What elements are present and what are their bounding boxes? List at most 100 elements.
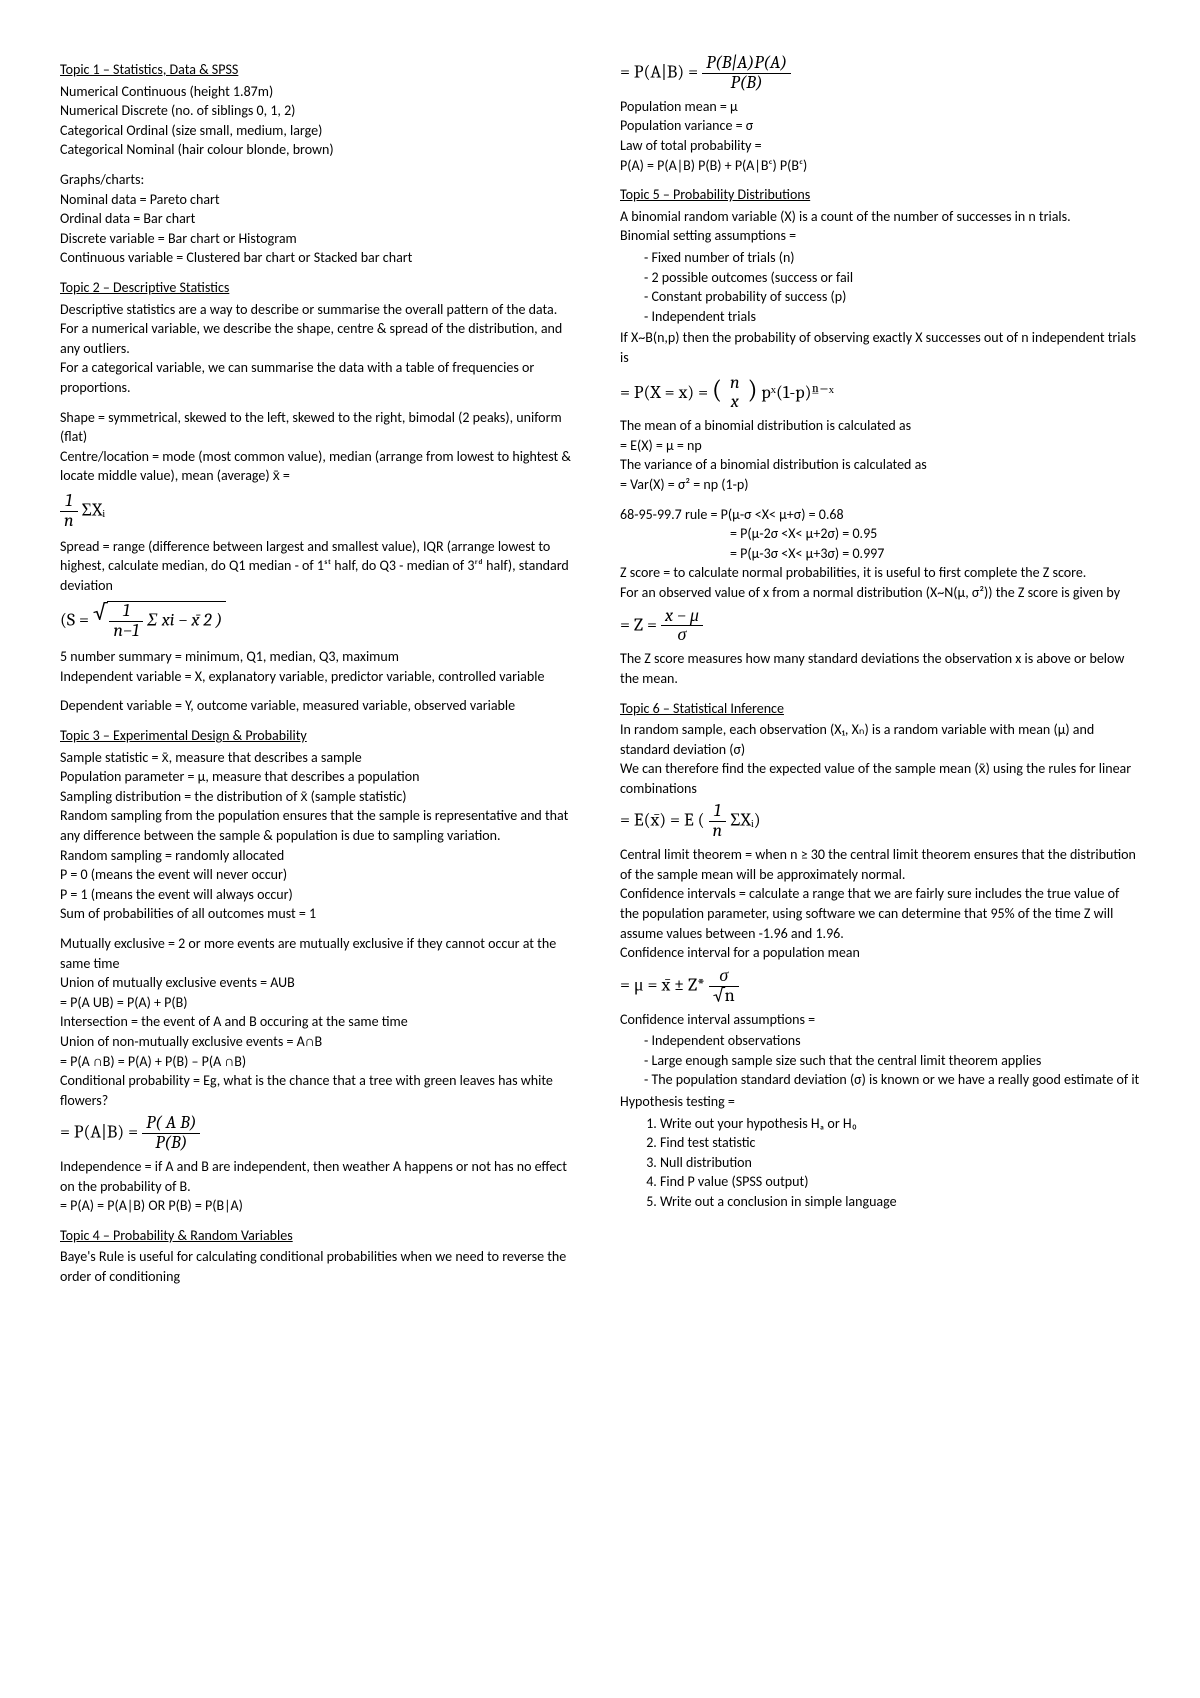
graphs-heading: Graphs/charts:	[60, 170, 580, 190]
text: 5 number summary = minimum, Q1, median, …	[60, 647, 580, 667]
list-item: Independent trials	[660, 307, 1140, 327]
mean-formula: 1n ΣXᵢ	[60, 492, 580, 531]
text: Independent variable = X, explanatory va…	[60, 667, 580, 687]
den: P(B)	[702, 74, 791, 93]
text: Conditional probability = Eg, what is th…	[60, 1071, 580, 1110]
tail: Σ xi − x̄ 2 )	[147, 610, 222, 631]
text: Numerical Discrete (no. of siblings 0, 1…	[60, 101, 580, 121]
tail: ΣXᵢ)	[730, 810, 761, 831]
text: Categorical Ordinal (size small, medium,…	[60, 121, 580, 141]
text: = P(A ∩B) = P(A) + P(B) – P(A ∩B)	[60, 1052, 580, 1072]
topic-4-heading: Topic 4 – Probability & Random Variables	[60, 1226, 580, 1246]
text: If X~B(n,p) then the probability of obse…	[620, 328, 1140, 367]
text: Random sampling = randomly allocated	[60, 846, 580, 866]
text: Law of total probability =	[620, 136, 1140, 156]
den: √n	[709, 987, 739, 1006]
hypothesis-steps: Write out your hypothesis Hₐ or H₀ Find …	[620, 1114, 1140, 1212]
den: n−1	[109, 622, 143, 641]
topic-6-heading: Topic 6 – Statistical Inference	[620, 699, 1140, 719]
text: Binomial setting assumptions =	[620, 226, 1140, 246]
list-item: 2 possible outcomes (success or fail	[660, 268, 1140, 288]
lead: = Z =	[620, 614, 661, 635]
text: P = 1 (means the event will always occur…	[60, 885, 580, 905]
text: For an observed value of x from a normal…	[620, 583, 1140, 603]
den: x	[726, 393, 744, 412]
list-item: Find P value (SPSS output)	[660, 1172, 1140, 1192]
text: The mean of a binomial distribution is c…	[620, 416, 1140, 436]
topic-5-heading: Topic 5 – Probability Distributions	[620, 185, 1140, 205]
text: Population mean = μ	[620, 97, 1140, 117]
text: Independence = if A and B are independen…	[60, 1157, 580, 1196]
text: We can therefore find the expected value…	[620, 759, 1140, 798]
lead: = P(A|B) =	[60, 1122, 142, 1143]
text: Union of mutually exclusive events = AUB	[60, 973, 580, 993]
num: σ	[709, 967, 739, 987]
den: P(B)	[142, 1134, 200, 1153]
text: A binomial random variable (X) is a coun…	[620, 207, 1140, 227]
text: Central limit theorem = when n ≥ 30 the …	[620, 845, 1140, 884]
text: P = 0 (means the event will never occur)	[60, 865, 580, 885]
lead: (S =	[60, 610, 93, 631]
text: Spread = range (difference between large…	[60, 537, 580, 596]
text: In random sample, each observation (X₁, …	[620, 720, 1140, 759]
text: = P(μ-2σ <X< μ+2σ) = 0.95	[620, 524, 1140, 544]
num: P(B|A)P(A)	[702, 54, 791, 74]
left-column: Topic 1 – Statistics, Data & SPSS Numeri…	[60, 50, 580, 1287]
text: Ordinal data = Bar chart	[60, 209, 580, 229]
text: Hypothesis testing =	[620, 1092, 1140, 1112]
text: For a numerical variable, we describe th…	[60, 319, 580, 358]
lead: = μ = x̄ ± Z*	[620, 974, 709, 995]
topic-3-heading: Topic 3 – Experimental Design & Probabil…	[60, 726, 580, 746]
list-item: Null distribution	[660, 1153, 1140, 1173]
text: Categorical Nominal (hair colour blonde,…	[60, 140, 580, 160]
text: Confidence interval for a population mea…	[620, 943, 1140, 963]
text: Population variance = σ	[620, 116, 1140, 136]
text: Random sampling from the population ensu…	[60, 806, 580, 845]
lead: = P(A|B) =	[620, 62, 702, 83]
text: Sum of probabilities of all outcomes mus…	[60, 904, 580, 924]
expected-value-formula: = E(x̄) = E ( 1n ΣXᵢ)	[620, 802, 1140, 841]
sum: ΣXᵢ	[82, 499, 106, 520]
text: = P(A UB) = P(A) + P(B)	[60, 993, 580, 1013]
text: Continuous variable = Clustered bar char…	[60, 248, 580, 268]
list-item: Find test statistic	[660, 1133, 1140, 1153]
text: Intersection = the event of A and B occu…	[60, 1012, 580, 1032]
text: Discrete variable = Bar chart or Histogr…	[60, 229, 580, 249]
text: Confidence intervals = calculate a range…	[620, 884, 1140, 943]
z-score-formula: = Z = x − μσ	[620, 607, 1140, 646]
den: n	[709, 822, 727, 841]
list-item: Write out your hypothesis Hₐ or H₀	[660, 1114, 1140, 1134]
text: Centre/location = mode (most common valu…	[60, 447, 580, 486]
text: Mutually exclusive = 2 or more events ar…	[60, 934, 580, 973]
lead: = P(X = x) =	[620, 382, 712, 403]
text: The variance of a binomial distribution …	[620, 455, 1140, 475]
text: Population parameter = μ, measure that d…	[60, 767, 580, 787]
list-item: Large enough sample size such that the c…	[660, 1051, 1140, 1071]
den: σ	[661, 626, 703, 645]
text: Baye's Rule is useful for calculating co…	[60, 1247, 580, 1286]
text: Shape = symmetrical, skewed to the left,…	[60, 408, 580, 447]
text: = P(A) = P(A|B) OR P(B) = P(B|A)	[60, 1196, 580, 1216]
text: Numerical Continuous (height 1.87m)	[60, 82, 580, 102]
list-item: Independent observations	[660, 1031, 1140, 1051]
text: Nominal data = Pareto chart	[60, 190, 580, 210]
text: Sampling distribution = the distribution…	[60, 787, 580, 807]
text: The Z score measures how many standard d…	[620, 649, 1140, 688]
text: = P(μ-3σ <X< μ+3σ) = 0.997	[620, 544, 1140, 564]
tail: pˣ(1-p)ⁿ⁻ˣ	[761, 382, 834, 403]
binomial-assumptions: Fixed number of trials (n) 2 possible ou…	[620, 248, 1140, 326]
binomial-pmf-formula: = P(X = x) = ( nx ) pˣ(1-p)ⁿ⁻ˣ	[620, 372, 1140, 413]
text: Dependent variable = Y, outcome variable…	[60, 696, 580, 716]
text: = E(X) = μ = np	[620, 436, 1140, 456]
text: 68-95-99.7 rule = P(μ-σ <X< μ+σ) = 0.68	[620, 505, 1140, 525]
list-item: Constant probability of success (p)	[660, 287, 1140, 307]
ci-assumptions: Independent observations Large enough sa…	[620, 1031, 1140, 1090]
list-item: The population standard deviation (σ) is…	[660, 1070, 1140, 1090]
bayes-formula: = P(A|B) = P(B|A)P(A)P(B)	[620, 54, 1140, 93]
text: Sample statistic = x̄, measure that desc…	[60, 748, 580, 768]
topic-1-heading: Topic 1 – Statistics, Data & SPSS	[60, 60, 580, 80]
text: For a categorical variable, we can summa…	[60, 358, 580, 397]
num: 1	[60, 492, 78, 512]
ci-formula: = μ = x̄ ± Z* σ√n	[620, 967, 1140, 1006]
text: Descriptive statistics are a way to desc…	[60, 300, 580, 320]
